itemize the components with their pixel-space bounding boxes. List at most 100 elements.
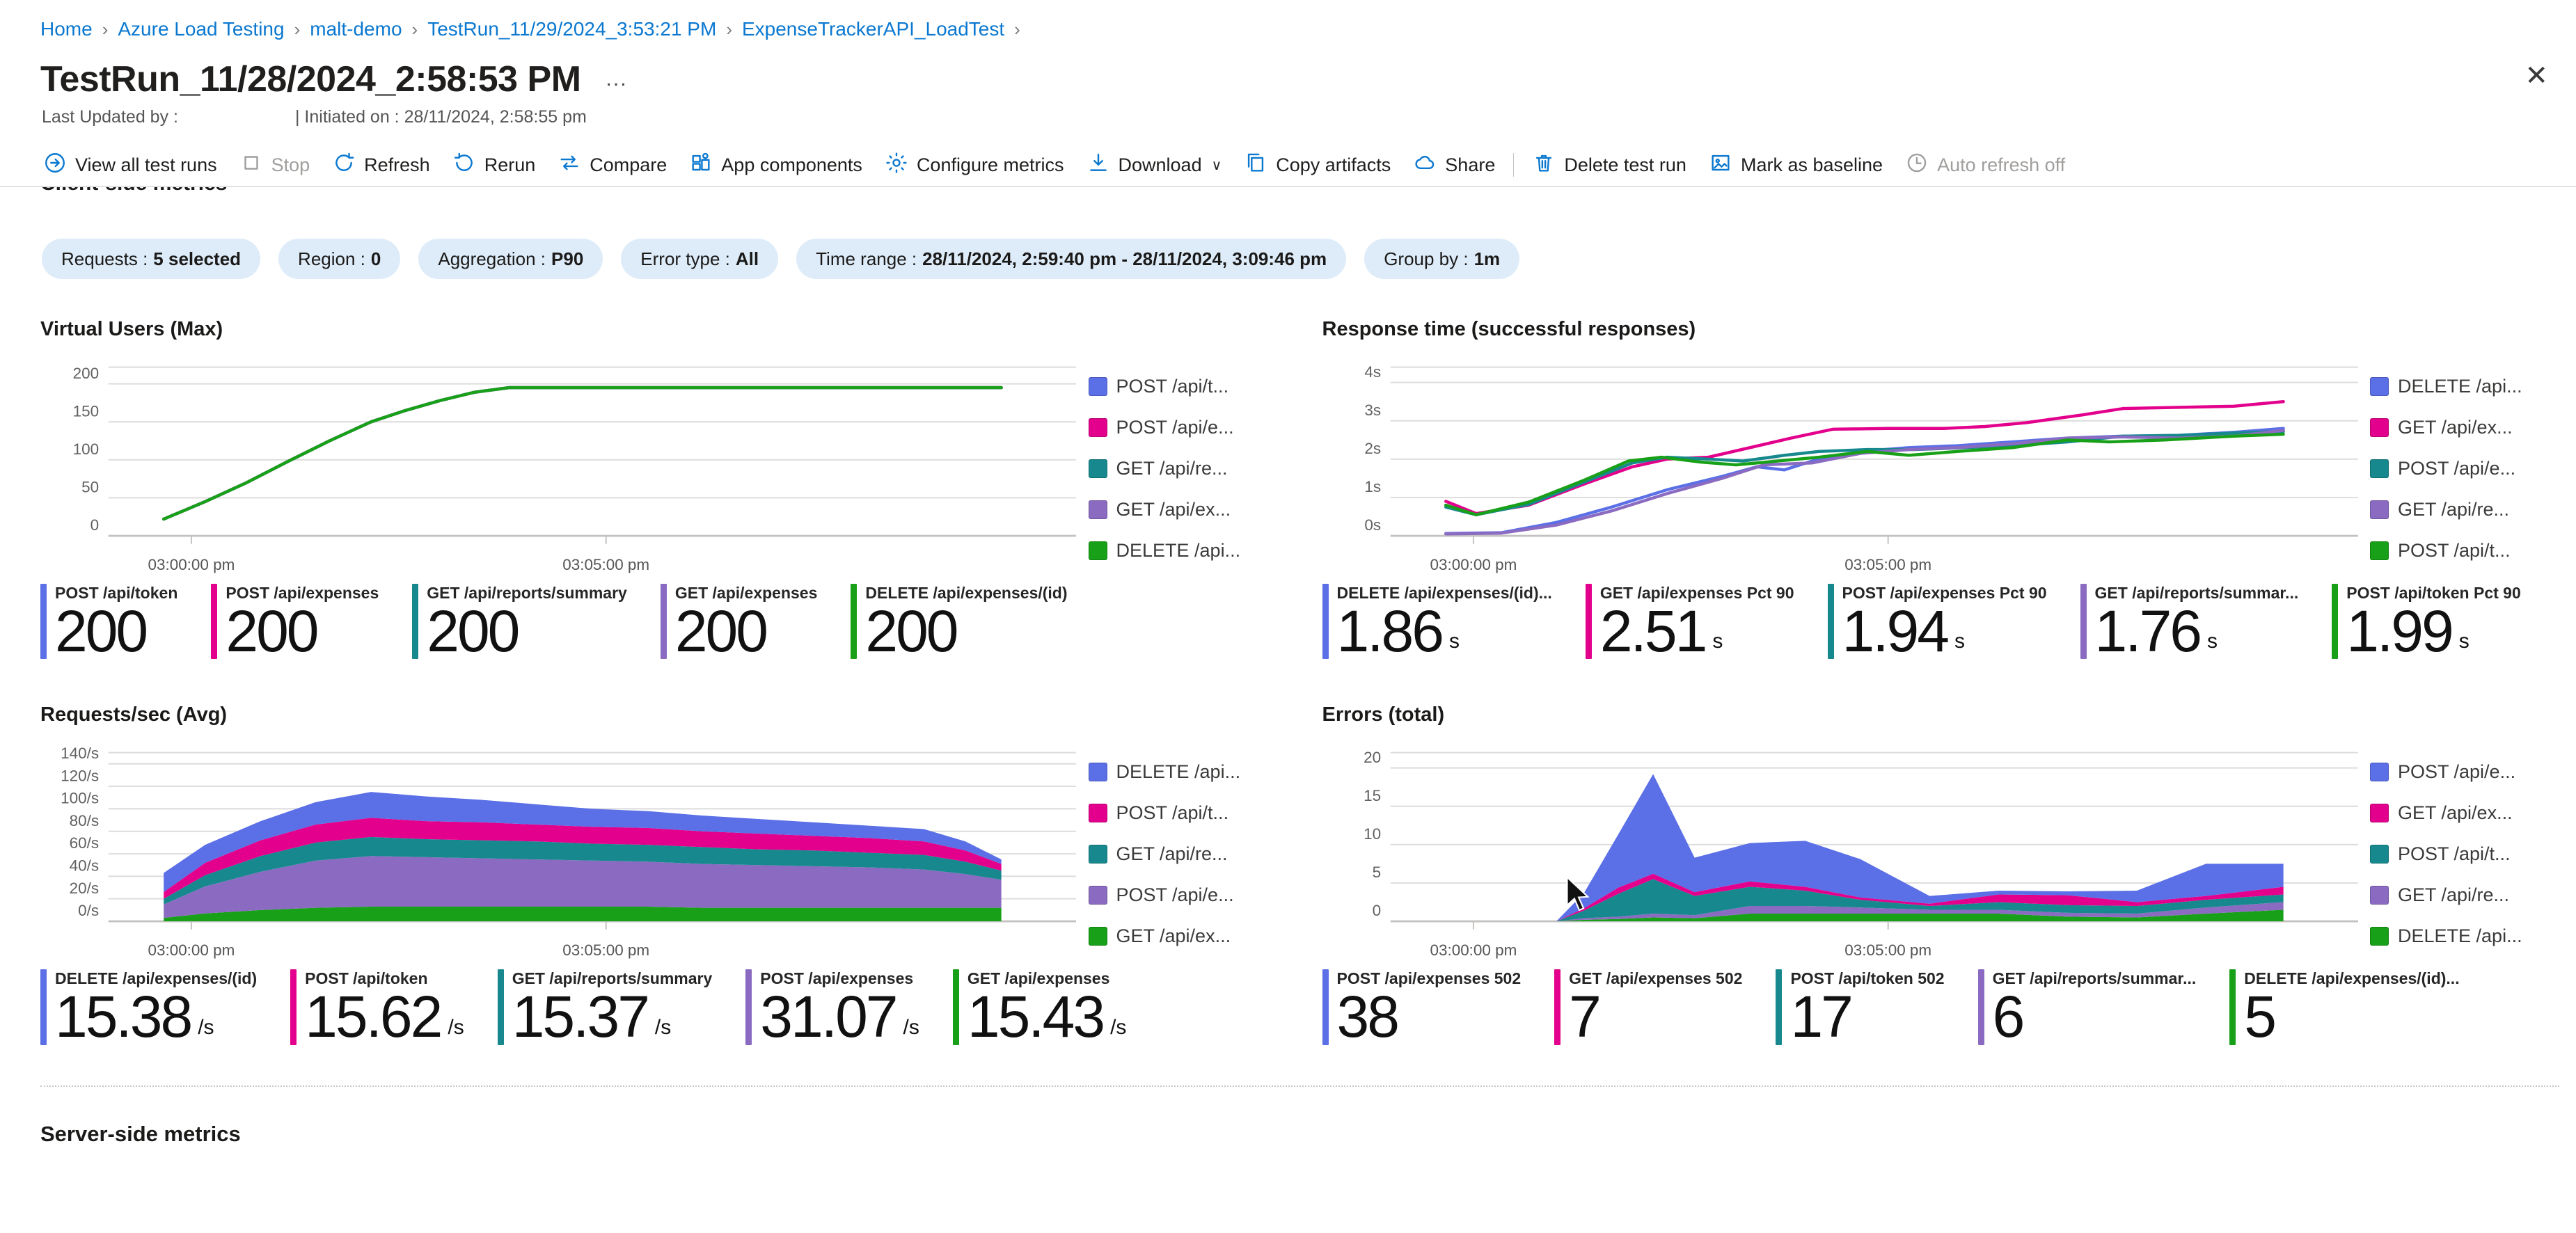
area-POST /api/token[interactable] — [164, 818, 1002, 900]
legend-item[interactable]: DELETE /api... — [2370, 376, 2559, 397]
line-GET /api/expenses[interactable] — [1444, 399, 2285, 516]
legend-item[interactable]: GET /api/ex... — [2370, 802, 2559, 824]
legend-item[interactable]: POST /api/e... — [2370, 761, 2559, 783]
y-tick-label: 3s — [1364, 401, 1381, 419]
toolbar-download-button[interactable]: Download ∨ — [1075, 147, 1233, 183]
legend-item[interactable]: GET /api/ex... — [2370, 417, 2559, 438]
toolbar-mark-as-baseline-button[interactable]: Mark as baseline — [1698, 147, 1894, 183]
stat-color-bar — [1554, 969, 1561, 1045]
stat-unit: s — [1449, 630, 1460, 653]
y-tick-label: 10 — [1364, 825, 1381, 843]
stat-body: GET /api/reports/summary 200 — [427, 584, 627, 660]
area-DELETE /api/expenses/(id)[interactable] — [164, 792, 1002, 893]
x-tick-label: 03:05:00 pm — [562, 941, 649, 959]
breadcrumb-link[interactable]: TestRun_11/29/2024_3:53:21 PM — [427, 18, 717, 40]
y-tick-label: 20/s — [70, 880, 99, 897]
stat-label: GET /api/reports/summar... — [1992, 969, 2197, 988]
view-all-icon — [43, 151, 67, 180]
area-GET /api/expenses[interactable] — [164, 907, 1002, 922]
stat-card: POST /api/expenses 31.07/s — [745, 969, 919, 1046]
filter-pill-requests-[interactable]: Requests :5 selected — [42, 239, 261, 279]
stat-value: 1.86 — [1336, 598, 1444, 664]
toolbar-rerun-button[interactable]: Rerun — [441, 147, 547, 183]
filter-pill-aggregation-[interactable]: Aggregation : P90 — [418, 239, 603, 279]
filter-pill-group-by-[interactable]: Group by :1m — [1364, 239, 1520, 279]
filter-value: All — [735, 248, 759, 269]
legend-item[interactable]: DELETE /api... — [2370, 925, 2559, 947]
legend-item[interactable]: GET /api/re... — [2370, 499, 2559, 520]
legend-item[interactable]: GET /api/re... — [2370, 884, 2559, 906]
area-POST /api/token[interactable] — [1556, 879, 2284, 922]
filter-pill-region-[interactable]: Region :0 — [278, 239, 401, 279]
y-tick-label: 80/s — [70, 812, 99, 829]
y-tick-label: 140/s — [61, 745, 99, 762]
legend-item[interactable]: POST /api/e... — [1088, 417, 1278, 438]
toolbar-share-button[interactable]: Share — [1402, 147, 1506, 183]
legend-item[interactable]: GET /api/ex... — [1088, 499, 1278, 520]
breadcrumb-link[interactable]: Home — [40, 18, 93, 40]
line-GET /api/expenses[interactable] — [162, 385, 1003, 521]
area-GET /api/reports/summary[interactable] — [164, 837, 1002, 905]
line-POST /api/token[interactable] — [162, 385, 1003, 521]
stat-value: 15.43 — [967, 984, 1105, 1050]
stat-card: GET /api/expenses 15.43/s — [952, 969, 1126, 1050]
close-icon[interactable]: ✕ — [2524, 61, 2548, 91]
line-POST /api/expenses[interactable] — [162, 385, 1003, 521]
legend-item[interactable]: POST /api/t... — [2370, 540, 2559, 562]
stat-value: 2.51 — [1599, 598, 1707, 664]
more-options-icon[interactable]: ... — [606, 67, 628, 90]
toolbar-configure-metrics-button[interactable]: Configure metrics — [874, 147, 1075, 183]
toolbar-copy-artifacts-button[interactable]: Copy artifacts — [1233, 147, 1402, 183]
toolbar-divider — [0, 186, 2576, 187]
client-side-metrics-heading-clipped: Client-side metrics — [40, 187, 458, 198]
line-GET /api/reports/summary[interactable] — [162, 385, 1003, 521]
area-POST /api/expenses[interactable] — [1556, 774, 2284, 922]
stat-value: 200 — [674, 598, 768, 664]
y-tick-label: 0s — [1364, 516, 1381, 534]
chart-response-time: Response time (successful responses) 0s 1… — [1322, 318, 2560, 664]
stat-value-row: 1.86 s — [1336, 598, 1552, 664]
filter-pill-time-range-[interactable]: Time range :28/11/2024, 2:59:40 pm - 28/… — [796, 239, 1347, 279]
legend-item[interactable]: POST /api/t... — [2370, 843, 2559, 865]
area-DELETE /api/expenses/(id)[interactable] — [1556, 909, 2284, 922]
breadcrumb-link[interactable]: ExpenseTrackerAPI_LoadTest — [741, 18, 1005, 40]
charts-grid: Virtual Users (Max) 0 50 100 150 200 03:00:00… — [40, 318, 2560, 1050]
response-time-svg: 0s 1s 2s 3s 4s 03:00:00 pm 03:05:00 pm — [1364, 363, 2358, 573]
legend-item[interactable]: DELETE /api... — [1088, 540, 1278, 562]
stat-color-bar — [1322, 583, 1329, 660]
stat-label: GET /api/expenses — [674, 583, 818, 602]
legend-item[interactable]: DELETE /api... — [1088, 761, 1278, 783]
legend-label: POST /api/e... — [2398, 761, 2516, 783]
legend-item[interactable]: POST /api/t... — [1088, 376, 1278, 397]
line-POST /api/expenses[interactable] — [1444, 429, 2285, 516]
toolbar-app-components-button[interactable]: App components — [678, 147, 874, 183]
server-side-metrics-heading: Server-side metrics — [40, 1121, 241, 1146]
breadcrumb-link[interactable]: malt-demo — [310, 18, 402, 40]
stat-label: GET /api/reports/summary — [427, 583, 627, 602]
area-POST /api/expenses[interactable] — [164, 856, 1002, 918]
stat-card: DELETE /api/expenses/(id) 200 — [851, 583, 1068, 660]
legend-item[interactable]: GET /api/re... — [1088, 843, 1278, 865]
legend-item[interactable]: GET /api/re... — [1088, 458, 1278, 479]
toolbar-item-label: Refresh — [364, 154, 430, 175]
toolbar-delete-test-run-button[interactable]: Delete test run — [1521, 147, 1698, 183]
filter-pill-error-type-[interactable]: Error type : All — [621, 239, 779, 279]
filter-value: 28/11/2024, 2:59:40 pm - 28/11/2024, 3:0… — [922, 248, 1327, 269]
area-GET /api/reports/summary[interactable] — [1556, 902, 2284, 922]
legend-item[interactable]: GET /api/ex... — [1088, 925, 1278, 947]
toolbar-compare-button[interactable]: Compare — [546, 147, 678, 183]
toolbar-view-all-test-runs-button[interactable]: View all test runs — [32, 147, 228, 183]
line-DELETE /api/expenses/(id)[interactable] — [1444, 427, 2285, 535]
legend-item[interactable]: POST /api/e... — [1088, 884, 1278, 906]
legend-item[interactable]: POST /api/t... — [1088, 802, 1278, 824]
x-tick-label: 03:00:00 pm — [148, 556, 235, 573]
stat-color-bar — [2332, 583, 2339, 660]
breadcrumb-link[interactable]: Azure Load Testing — [118, 18, 285, 40]
toolbar-refresh-button[interactable]: Refresh — [321, 147, 441, 183]
toolbar-item-label: Compare — [590, 154, 667, 175]
stat-value-row: 1.94 s — [1842, 602, 2047, 660]
legend-item[interactable]: POST /api/e... — [2370, 458, 2559, 479]
area-GET /api/expenses[interactable] — [1556, 874, 2284, 922]
line-POST /api/token[interactable] — [1444, 432, 2285, 516]
line-DELETE /api/expenses/(id)[interactable] — [162, 385, 1003, 521]
